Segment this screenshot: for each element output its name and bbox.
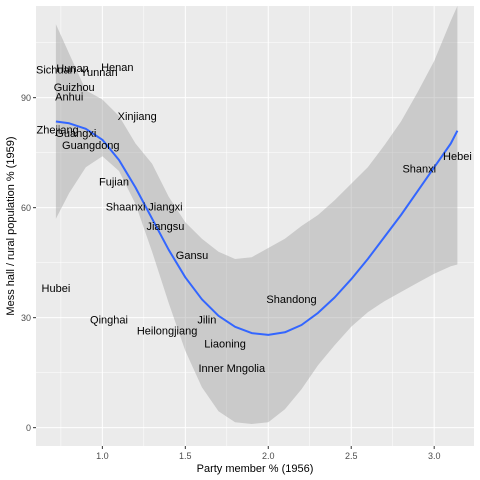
smooth-line <box>55 120 459 336</box>
grid-minor <box>36 6 474 446</box>
point-label-qinghai: Qinghai <box>90 314 128 326</box>
point-label-jiangxi: Jiangxi <box>148 201 182 213</box>
point-label-guangxi: Guangxi <box>55 128 96 140</box>
point-label-jiangsu: Jiangsu <box>146 221 184 233</box>
point-label-hunan: Hunan <box>56 63 88 75</box>
x-tick-label: 2.0 <box>262 451 275 461</box>
point-label-shaanxi: Shaanxi <box>106 201 146 213</box>
point-label-sichuan: Sichuan <box>36 65 76 77</box>
grid-major <box>36 6 474 446</box>
x-axis-title: Party member % (1956) <box>197 463 314 475</box>
point-label-shandong: Shandong <box>266 294 316 306</box>
point-label-hebei: Hebei <box>443 151 472 163</box>
y-axis-title: Mess hall / rural population % (1959) <box>5 136 17 315</box>
point-label-xinjiang: Xinjiang <box>118 111 157 123</box>
point-label-guizhou: Guizhou <box>54 82 95 94</box>
point-label-guangdong: Guangdong <box>62 140 120 152</box>
point-label-hubei: Hubei <box>42 283 71 295</box>
y-axis-ticks: 0 30 60 90 <box>21 93 36 433</box>
point-label-zhejiang: Zhejiang <box>36 124 78 136</box>
point-label-heilongjiang: Heilongjiang <box>137 325 198 337</box>
point-label-jilin: Jilin <box>197 314 216 326</box>
point-label-yunnan: Yunnan <box>80 67 117 79</box>
x-axis-ticks: 1.0 1.5 2.0 2.5 3.0 <box>96 446 440 461</box>
x-tick-label: 1.5 <box>179 451 192 461</box>
point-label-inner-mngolia: Inner Mngolia <box>198 363 266 375</box>
point-label-gansu: Gansu <box>176 250 208 262</box>
x-tick-label: 3.0 <box>428 451 441 461</box>
point-label-shanxi: Shanxi <box>402 164 436 176</box>
y-tick-label: 30 <box>21 313 31 323</box>
y-tick-label: 90 <box>21 93 31 103</box>
point-label-anhui: Anhui <box>55 91 83 103</box>
point-label-fujian: Fujian <box>99 176 129 188</box>
y-tick-label: 0 <box>26 423 31 433</box>
confidence-ribbon <box>55 6 458 424</box>
y-tick-label: 60 <box>21 203 31 213</box>
point-label-henan: Henan <box>101 62 133 74</box>
x-tick-label: 1.0 <box>96 451 109 461</box>
x-tick-label: 2.5 <box>345 451 358 461</box>
point-label-liaoning: Liaoning <box>204 339 246 351</box>
